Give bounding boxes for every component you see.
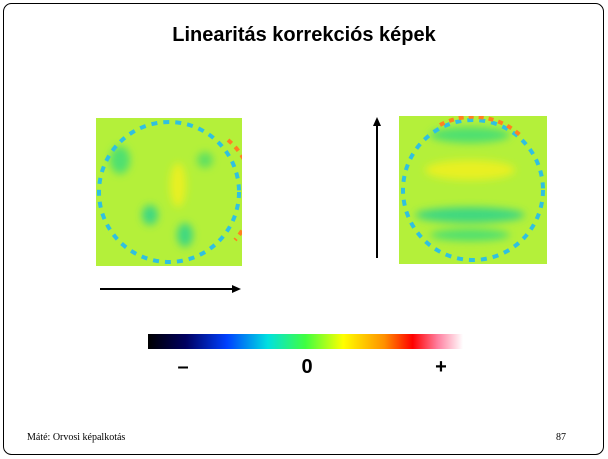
title: Linearitás korrekciós képek [0, 24, 608, 47]
right-image [399, 116, 547, 264]
left-image [96, 118, 253, 266]
colorbar-label: + [421, 356, 461, 379]
colorbar [148, 334, 463, 349]
slide-graphics [0, 0, 608, 459]
page-number: 87 [556, 432, 566, 443]
footer-author: Máté: Orvosi képalkotás [27, 432, 125, 443]
horizontal-arrow [100, 285, 241, 293]
slide: Linearitás korrekciós képek – 0 + Máté: … [0, 0, 608, 459]
colorbar-label: 0 [287, 356, 327, 379]
colorbar-label: – [163, 356, 203, 379]
vertical-arrow [373, 117, 381, 258]
